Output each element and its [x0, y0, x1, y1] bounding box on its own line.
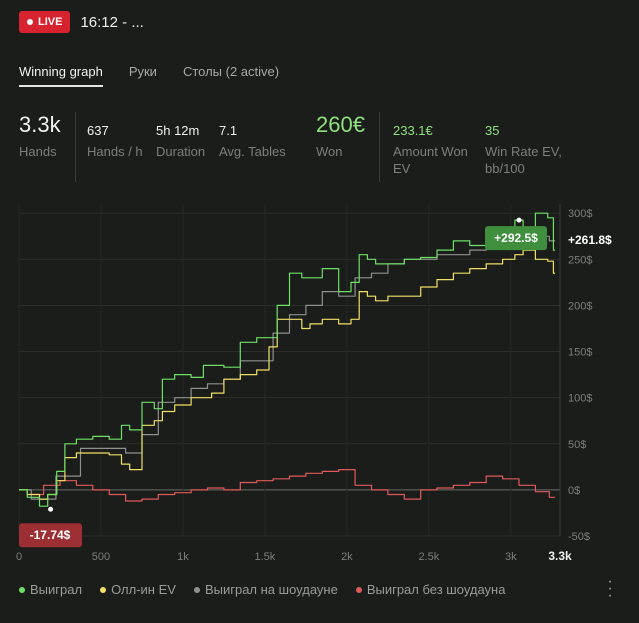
legend-label: Выиграл без шоудауна — [366, 582, 506, 597]
x-tick-label: 2.5k — [418, 551, 439, 563]
x-tick-label: 1.5k — [255, 551, 276, 563]
session-title: 16:12 - ... — [80, 13, 144, 31]
min-badge-label: -17.74$ — [30, 528, 71, 542]
more-options-icon[interactable]: · · · — [607, 573, 613, 604]
stat-amount-won-ev-label: Amount Won — [393, 144, 468, 159]
x-tick-label: 500 — [92, 551, 110, 563]
series-line-2 — [19, 235, 556, 500]
min-point-marker — [48, 506, 54, 512]
x-tick-label: 3k — [505, 551, 517, 563]
legend-dot-icon — [355, 586, 362, 593]
stat-amount-won-ev-label-2: EV — [393, 161, 411, 176]
legend-label: Выиграл — [30, 582, 83, 597]
y-tick-label: 150$ — [568, 347, 592, 359]
stat-won-value: 260€ — [316, 112, 365, 137]
legend-item-allin-ev[interactable]: Олл-ин EV — [100, 582, 176, 597]
min-badge — [19, 523, 82, 548]
series-line-0 — [19, 212, 556, 507]
winning-graph-svg[interactable]: 300$ 250$ 200$ 150$ 100$ 50$ 0$ -50$ 0 500 1k 1.5k 2… — [0, 196, 639, 571]
stats-panel: 3.3k Hands 637 Hands / h 5h 12m Duration… — [19, 112, 619, 182]
stat-amount-won-ev: 233.1€ Amount Won EV — [393, 112, 468, 177]
legend-dot-icon — [193, 586, 200, 593]
max-badge-label: +292.5$ — [494, 231, 538, 245]
stat-avg-tables: 7.1 Avg. Tables — [219, 112, 286, 160]
stat-hands-per-hour: 637 Hands / h — [87, 112, 143, 160]
stat-amount-won-ev-value: 233.1€ — [393, 123, 433, 138]
live-badge[interactable]: LIVE — [19, 11, 71, 33]
stat-win-rate-ev: 35 Win Rate EV, bb/100 — [485, 112, 562, 177]
y-tick-label: 0$ — [568, 485, 580, 497]
max-point-marker — [516, 217, 522, 223]
stat-hands-value: 3.3k — [19, 112, 61, 137]
stat-win-rate-ev-label: Win Rate EV, — [485, 144, 562, 159]
stat-duration-label: Duration — [156, 144, 206, 159]
stat-hands: 3.3k Hands — [19, 112, 61, 160]
y-tick-label: 50$ — [568, 439, 586, 451]
chart-legend: Выиграл Олл-ин EV Выиграл на шоудауне Вы… — [19, 582, 505, 597]
legend-label: Олл-ин EV — [111, 582, 176, 597]
tab-bar: Winning graph Руки Столы (2 active) — [19, 64, 279, 87]
stat-hands-per-hour-value: 637 — [87, 123, 109, 138]
stat-win-rate-ev-label-2: bb/100 — [485, 161, 525, 176]
stat-hands-label: Hands — [19, 144, 57, 159]
series-line-1 — [19, 249, 556, 500]
stat-hands-per-hour-label: Hands / h — [87, 144, 143, 159]
tab-tables[interactable]: Столы (2 active) — [182, 64, 280, 79]
stats-divider — [75, 112, 76, 182]
legend-item-won[interactable]: Выиграл — [19, 582, 82, 597]
stat-won-label: Won — [316, 144, 343, 159]
stat-won: 260€ Won — [316, 112, 365, 160]
top-bar: LIVE 16:12 - ... — [19, 10, 144, 34]
x-tick-label: 1k — [177, 551, 189, 563]
y-tick-label: -50$ — [568, 531, 590, 543]
stat-duration: 5h 12m Duration — [156, 112, 205, 160]
series-line-3 — [19, 469, 556, 502]
legend-dot-icon — [19, 586, 25, 593]
stats-divider — [379, 112, 380, 182]
stat-avg-tables-value: 7.1 — [219, 123, 238, 138]
y-tick-label: 250$ — [568, 254, 592, 266]
x-end-label: 3.3k — [548, 549, 572, 563]
stat-win-rate-ev-value: 35 — [485, 123, 500, 138]
x-tick-label: 2k — [341, 551, 353, 563]
tab-hands[interactable]: Руки — [128, 64, 157, 79]
y-tick-label: 200$ — [568, 300, 592, 312]
legend-dot-icon — [100, 586, 107, 593]
y-tick-label: 100$ — [568, 393, 592, 405]
winning-graph[interactable]: 300$ 250$ 200$ 150$ 100$ 50$ 0$ -50$ 0 500 1k 1.5k 2… — [0, 196, 639, 571]
stat-duration-value: 5h 12m — [156, 123, 200, 138]
live-dot-icon — [27, 19, 33, 25]
live-label: LIVE — [38, 16, 63, 28]
legend-item-non-showdown[interactable]: Выиграл без шоудауна — [355, 582, 506, 597]
legend-item-showdown[interactable]: Выиграл на шоудауне — [193, 582, 338, 597]
x-tick-label: 0 — [16, 551, 22, 563]
legend-label: Выиграл на шоудауне — [204, 582, 338, 597]
stat-avg-tables-label: Avg. Tables — [219, 144, 286, 159]
tab-winning-graph[interactable]: Winning graph — [19, 64, 103, 87]
y-tick-label: 300$ — [568, 208, 592, 220]
end-value-label: +261.8$ — [568, 233, 612, 247]
max-badge — [485, 226, 548, 251]
